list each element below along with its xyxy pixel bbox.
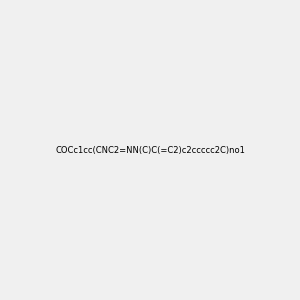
Text: COCc1cc(CNC2=NN(C)C(=C2)c2ccccc2C)no1: COCc1cc(CNC2=NN(C)C(=C2)c2ccccc2C)no1 — [55, 146, 245, 154]
